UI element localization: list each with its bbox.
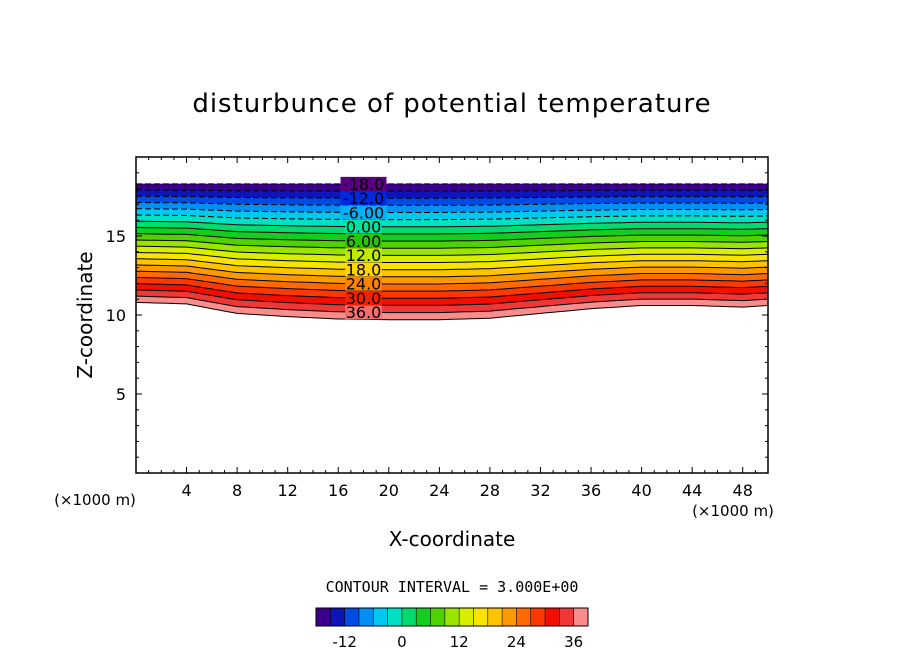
contour-label-bg: [345, 248, 382, 263]
x-tick-label: 8: [232, 481, 242, 500]
colorbar-cell: [387, 608, 403, 626]
contour-label-bg: [345, 233, 382, 248]
y-tick-label: 5: [116, 385, 126, 404]
x-tick-label: 4: [181, 481, 191, 500]
contour-label-bg: [340, 205, 387, 220]
x-tick-labels: 4 8 12 16 20 24 28 32 36 40 44 48: [181, 481, 752, 500]
x-tick-label: 28: [480, 481, 500, 500]
colorbar-cell: [444, 608, 460, 626]
x-unit-left: (×1000 m): [54, 491, 136, 509]
y-axis-label: Z-coordinate: [73, 251, 97, 378]
contour-label: 6.00: [346, 232, 382, 251]
contour-label: 30.0: [346, 289, 382, 308]
contour-label: 0.00: [346, 218, 382, 237]
colorbar-cell: [530, 608, 546, 626]
x-tick-label: 32: [530, 481, 550, 500]
contour-line: [136, 202, 768, 206]
contour-line: [136, 270, 768, 285]
contour-line: [136, 239, 768, 249]
contour-line: [136, 264, 768, 278]
contour-line: [136, 245, 768, 256]
x-tick-label: 36: [581, 481, 601, 500]
contour-line: [136, 276, 768, 292]
contour-label: 12.0: [346, 246, 382, 265]
contour-field: [136, 183, 768, 320]
colorbar-cell: [516, 608, 532, 626]
contour-line: [136, 189, 768, 192]
colorbar-cell: [545, 608, 560, 626]
colorbar-cell: [373, 608, 388, 626]
contour-label: -18.0: [343, 175, 384, 194]
contour-label-bg: [345, 262, 382, 277]
colorbar-frame: [315, 607, 589, 627]
colorbar-cell: [401, 608, 417, 626]
contour-interval-label: CONTOUR INTERVAL = 3.000E+00: [326, 578, 579, 596]
contour-line: [136, 233, 768, 242]
colorbar-cell: [459, 608, 474, 626]
contour-label-bg: [345, 219, 382, 234]
contour-line: [136, 301, 768, 321]
contour-label: 36.0: [346, 303, 382, 322]
x-tick-label: 12: [278, 481, 298, 500]
colorbar-tick-label: 24: [507, 633, 526, 651]
colorbar-cell: [430, 608, 446, 626]
colorbar-cell: [358, 608, 374, 626]
contour-line: [136, 208, 768, 213]
x-tick-label: 48: [733, 481, 753, 500]
colorbar: [315, 607, 589, 627]
contour-label: 18.0: [346, 260, 382, 279]
x-axis-label: X-coordinate: [389, 527, 516, 551]
colorbar-tick-label: 0: [397, 633, 407, 651]
contour-label-bg: [340, 176, 387, 191]
contour-label-bg: [345, 290, 382, 305]
x-unit-right: (×1000 m): [692, 502, 774, 520]
contour-line: [136, 289, 768, 306]
contour-label-bg: [345, 305, 382, 320]
colorbar-cell: [559, 608, 574, 626]
contour-line: [136, 258, 768, 271]
colorbar-tick-label: 12: [450, 633, 469, 651]
axis-ticks: [136, 157, 768, 473]
colorbar-tick-label: 36: [564, 633, 583, 651]
contour-labels: -18.0-12.0-6.000.006.0012.018.024.030.03…: [340, 175, 387, 322]
y-tick-label: 15: [106, 227, 126, 246]
contour-line: [136, 283, 768, 299]
contour-band: [136, 183, 768, 192]
colorbar-cell: [573, 608, 589, 626]
contour-label: 24.0: [346, 275, 382, 294]
colorbar-cell: [416, 608, 431, 626]
x-tick-label: 16: [328, 481, 348, 500]
contour-line: [136, 295, 768, 314]
colorbar-cell: [502, 608, 517, 626]
contour-line: [136, 252, 768, 263]
colorbar-cell: [473, 608, 489, 626]
contour-lines: [136, 183, 768, 321]
contour-label: -6.00: [343, 203, 384, 222]
x-tick-label: 20: [379, 481, 399, 500]
x-tick-label: 24: [429, 481, 449, 500]
contour-label: -12.0: [343, 189, 384, 208]
colorbar-cell: [487, 608, 503, 626]
colorbar-tick-labels: -12 0 12 24 36: [332, 633, 583, 651]
contour-label-bg: [345, 276, 382, 291]
contour-label-bg: [340, 191, 387, 206]
chart-title: disturbunce of potential temperature: [192, 89, 711, 119]
colorbar-cell: [330, 608, 345, 626]
colorbar-cell: [344, 608, 360, 626]
colorbar-tick-label: -12: [332, 633, 357, 651]
x-tick-label: 40: [631, 481, 651, 500]
contour-line: [136, 227, 768, 235]
x-tick-label: 44: [682, 481, 702, 500]
contour-line: [136, 220, 768, 228]
contour-line: [136, 195, 768, 199]
y-tick-label: 10: [106, 306, 126, 325]
colorbar-cell: [316, 608, 331, 626]
contour-line: [136, 214, 768, 221]
y-tick-labels: 5 10 15: [106, 227, 126, 404]
